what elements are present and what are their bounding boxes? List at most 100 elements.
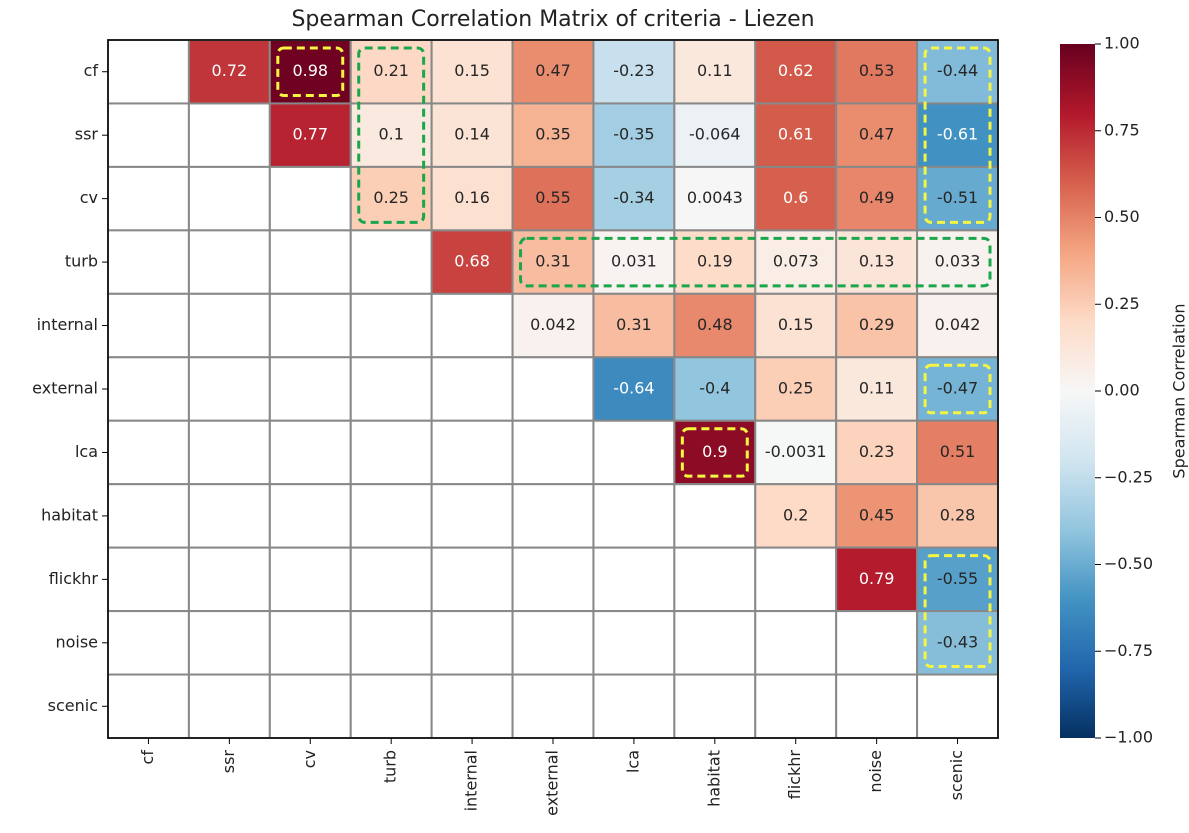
empty-cell bbox=[349, 229, 433, 295]
empty-cell bbox=[673, 673, 757, 740]
cell-label: 0.35 bbox=[535, 125, 571, 144]
cell-label: 0.47 bbox=[859, 125, 895, 144]
colorbar-tick-label: −0.50 bbox=[1104, 554, 1153, 573]
empty-cell bbox=[349, 419, 433, 486]
empty-cell bbox=[187, 419, 271, 486]
cell-label: 0.31 bbox=[535, 252, 571, 271]
colorbar-tick-label: 0.25 bbox=[1104, 294, 1140, 313]
empty-cell bbox=[187, 673, 271, 740]
cell-label: 0.53 bbox=[859, 61, 895, 80]
cell-label: 0.15 bbox=[778, 315, 814, 334]
cell bbox=[187, 39, 271, 105]
x-tick-label: internal bbox=[462, 750, 481, 811]
cell-label: 0.042 bbox=[530, 315, 576, 334]
y-tick-label: internal bbox=[37, 315, 98, 334]
cell bbox=[511, 102, 595, 168]
empty-cell bbox=[187, 102, 271, 168]
colorbar-label: Spearman Correlation bbox=[1170, 303, 1189, 478]
cell bbox=[592, 292, 676, 359]
empty-cell bbox=[107, 546, 190, 613]
empty-cell bbox=[268, 483, 352, 549]
empty-cell bbox=[592, 673, 676, 740]
cell-label: 0.49 bbox=[859, 188, 895, 207]
cell-label: 0.72 bbox=[212, 61, 248, 80]
empty-cell bbox=[107, 610, 190, 676]
empty-cell bbox=[673, 610, 757, 676]
cell bbox=[835, 102, 919, 168]
empty-cell bbox=[754, 610, 838, 676]
cell-label: 0.042 bbox=[935, 315, 981, 334]
x-tick-label: scenic bbox=[947, 750, 966, 800]
y-tick-label: flickhr bbox=[49, 569, 99, 588]
empty-cell bbox=[187, 165, 271, 232]
empty-cell bbox=[187, 292, 271, 359]
empty-cell bbox=[107, 229, 190, 295]
cell bbox=[916, 546, 999, 613]
highlight-box bbox=[276, 46, 345, 97]
chart-title: Spearman Correlation Matrix of criteria … bbox=[291, 7, 814, 32]
colorbar-tick-label: −0.25 bbox=[1104, 467, 1153, 486]
cell-label: 0.15 bbox=[454, 61, 490, 80]
empty-cell bbox=[754, 546, 838, 613]
empty-cell bbox=[187, 483, 271, 549]
empty-cell bbox=[187, 356, 271, 422]
cell-label: -0.61 bbox=[937, 125, 978, 144]
empty-cell bbox=[835, 673, 919, 740]
y-tick-label: turb bbox=[65, 252, 98, 271]
y-tick-label: habitat bbox=[41, 505, 98, 524]
empty-cell bbox=[268, 229, 352, 295]
cell-label: 0.031 bbox=[611, 252, 657, 271]
cell-label: -0.34 bbox=[613, 188, 654, 207]
cell-label: 0.31 bbox=[616, 315, 652, 334]
empty-cell bbox=[430, 419, 514, 486]
cell-label: 0.29 bbox=[859, 315, 895, 334]
cell bbox=[754, 419, 838, 486]
highlight-box bbox=[519, 236, 992, 288]
y-tick-label: cf bbox=[84, 61, 99, 80]
empty-cell bbox=[511, 356, 595, 422]
colorbar-tick-label: 0.00 bbox=[1104, 381, 1140, 400]
colorbar-tick-label: 1.00 bbox=[1104, 34, 1140, 53]
cell-label: 0.79 bbox=[859, 569, 895, 588]
x-tick-label: lca bbox=[623, 750, 642, 773]
cell bbox=[511, 165, 595, 232]
cell-label: -0.064 bbox=[689, 125, 741, 144]
cell bbox=[835, 483, 919, 549]
empty-cell bbox=[107, 483, 190, 549]
colorbar-tick-label: −0.75 bbox=[1104, 641, 1153, 660]
cell bbox=[592, 165, 676, 232]
empty-cell bbox=[268, 673, 352, 740]
empty-cell bbox=[835, 610, 919, 676]
cell bbox=[592, 39, 676, 105]
cell-label: 0.23 bbox=[859, 442, 895, 461]
highlight-box bbox=[923, 46, 992, 224]
cell-label: 0.55 bbox=[535, 188, 571, 207]
cell-label: 0.9 bbox=[702, 442, 727, 461]
cell bbox=[268, 39, 352, 105]
cell bbox=[916, 419, 999, 486]
empty-cell bbox=[187, 610, 271, 676]
cell bbox=[349, 102, 433, 168]
cell-label: -0.64 bbox=[613, 379, 654, 398]
cell-label: 0.62 bbox=[778, 61, 814, 80]
cell-label: 0.51 bbox=[940, 442, 976, 461]
empty-cell bbox=[349, 292, 433, 359]
cell-label: 0.14 bbox=[454, 125, 490, 144]
empty-cell bbox=[107, 102, 190, 168]
x-tick-label: turb bbox=[381, 750, 400, 783]
x-tick-label: habitat bbox=[704, 750, 723, 807]
x-tick-label: noise bbox=[866, 750, 885, 793]
empty-cell bbox=[592, 419, 676, 486]
cell-label: 0.25 bbox=[778, 379, 814, 398]
empty-cell bbox=[511, 673, 595, 740]
cell-label: -0.0031 bbox=[765, 442, 827, 461]
cell-label: 0.77 bbox=[292, 125, 328, 144]
x-tick-label: ssr bbox=[219, 750, 238, 774]
cell-label: 0.033 bbox=[935, 252, 981, 271]
empty-cell bbox=[430, 292, 514, 359]
cell-label: 0.45 bbox=[859, 505, 895, 524]
empty-cell bbox=[511, 419, 595, 486]
cell bbox=[835, 546, 919, 613]
highlight-box bbox=[680, 427, 749, 478]
cell-label: 0.61 bbox=[778, 125, 814, 144]
